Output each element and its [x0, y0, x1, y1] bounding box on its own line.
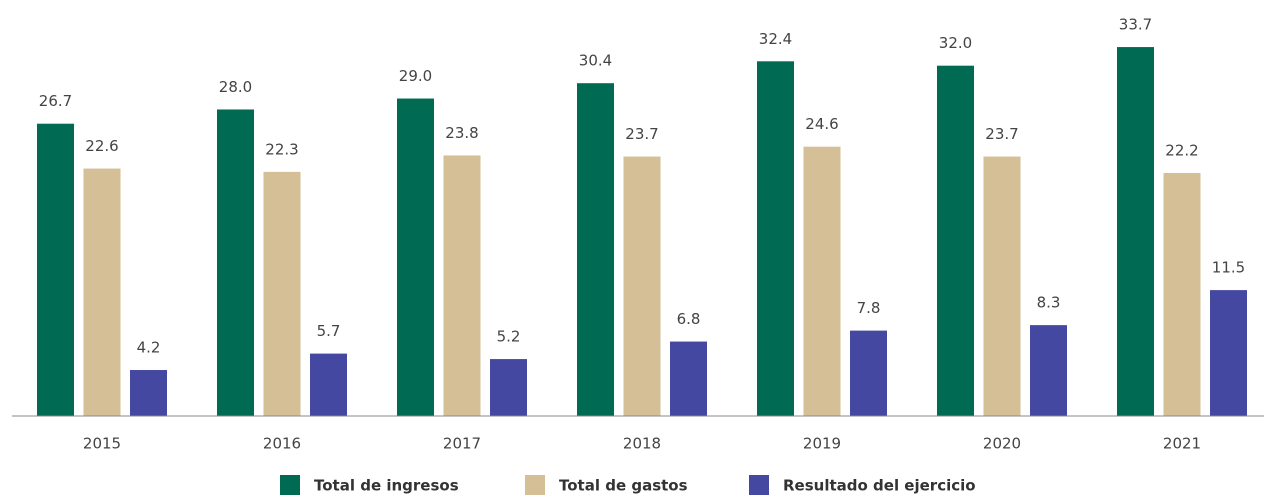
x-tick-label: 2016 — [263, 435, 301, 453]
value-label: 23.7 — [625, 125, 658, 143]
x-tick-label: 2019 — [803, 435, 841, 453]
value-label: 33.7 — [1119, 16, 1152, 34]
bar — [670, 341, 707, 416]
bar — [310, 353, 347, 416]
bar — [1030, 325, 1067, 416]
value-label: 32.0 — [939, 34, 972, 52]
x-tick-label: 2015 — [83, 435, 121, 453]
value-label: 22.2 — [1165, 141, 1198, 159]
legend-swatch — [525, 475, 545, 495]
value-label: 5.7 — [317, 322, 341, 340]
legend-label: Resultado del ejercicio — [783, 477, 976, 495]
value-label: 28.0 — [219, 78, 252, 96]
value-label: 23.8 — [445, 124, 478, 142]
value-label: 8.3 — [1037, 294, 1061, 312]
bar — [623, 156, 661, 416]
bar — [983, 156, 1021, 416]
value-label: 6.8 — [677, 310, 701, 328]
bar — [803, 146, 841, 416]
value-label: 23.7 — [985, 125, 1018, 143]
bar — [130, 370, 167, 416]
bar — [1117, 47, 1154, 417]
bar — [850, 330, 887, 416]
value-label: 24.6 — [805, 115, 838, 133]
value-label: 11.5 — [1212, 259, 1245, 277]
bar — [217, 109, 254, 416]
value-label: 30.4 — [579, 52, 612, 70]
x-tick-label: 2021 — [1163, 435, 1201, 453]
legend-label: Total de gastos — [559, 477, 688, 495]
value-label: 7.8 — [857, 299, 881, 317]
bar — [397, 98, 434, 417]
legend-swatch — [280, 475, 300, 495]
bar — [83, 168, 121, 416]
bar — [37, 123, 74, 416]
value-label: 32.4 — [759, 30, 792, 48]
bar — [443, 155, 481, 416]
value-label: 26.7 — [39, 92, 72, 110]
value-label: 29.0 — [399, 67, 432, 85]
bar — [490, 359, 527, 416]
x-tick-label: 2017 — [443, 435, 481, 453]
bar — [577, 83, 614, 416]
legend-label: Total de ingresos — [314, 477, 459, 495]
value-label: 4.2 — [137, 339, 161, 357]
x-tick-label: 2018 — [623, 435, 661, 453]
bar — [263, 171, 301, 416]
bar — [1163, 172, 1201, 416]
bar — [1210, 290, 1247, 416]
legend-swatch — [749, 475, 769, 495]
value-label: 22.3 — [265, 140, 298, 158]
bar — [757, 61, 794, 416]
bar — [937, 65, 974, 417]
value-label: 22.6 — [85, 137, 118, 155]
value-label: 5.2 — [497, 328, 521, 346]
x-tick-label: 2020 — [983, 435, 1021, 453]
